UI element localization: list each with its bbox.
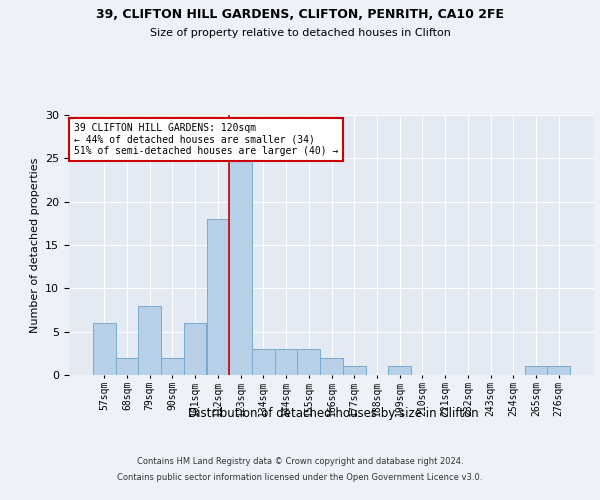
Text: Contains public sector information licensed under the Open Government Licence v3: Contains public sector information licen… xyxy=(118,472,482,482)
Bar xyxy=(524,366,547,375)
Bar xyxy=(116,358,139,375)
Text: Distribution of detached houses by size in Clifton: Distribution of detached houses by size … xyxy=(188,408,478,420)
Bar xyxy=(343,366,365,375)
Bar xyxy=(161,358,184,375)
Bar xyxy=(93,323,116,375)
Bar xyxy=(388,366,411,375)
Text: Contains HM Land Registry data © Crown copyright and database right 2024.: Contains HM Land Registry data © Crown c… xyxy=(137,458,463,466)
Bar xyxy=(184,323,206,375)
Text: 39, CLIFTON HILL GARDENS, CLIFTON, PENRITH, CA10 2FE: 39, CLIFTON HILL GARDENS, CLIFTON, PENRI… xyxy=(96,8,504,20)
Y-axis label: Number of detached properties: Number of detached properties xyxy=(29,158,40,332)
Bar xyxy=(275,349,298,375)
Bar xyxy=(298,349,320,375)
Bar xyxy=(206,219,229,375)
Bar xyxy=(229,158,252,375)
Text: Size of property relative to detached houses in Clifton: Size of property relative to detached ho… xyxy=(149,28,451,38)
Text: 39 CLIFTON HILL GARDENS: 120sqm
← 44% of detached houses are smaller (34)
51% of: 39 CLIFTON HILL GARDENS: 120sqm ← 44% of… xyxy=(74,123,338,156)
Bar xyxy=(320,358,343,375)
Bar xyxy=(139,306,161,375)
Bar xyxy=(252,349,275,375)
Bar xyxy=(547,366,570,375)
